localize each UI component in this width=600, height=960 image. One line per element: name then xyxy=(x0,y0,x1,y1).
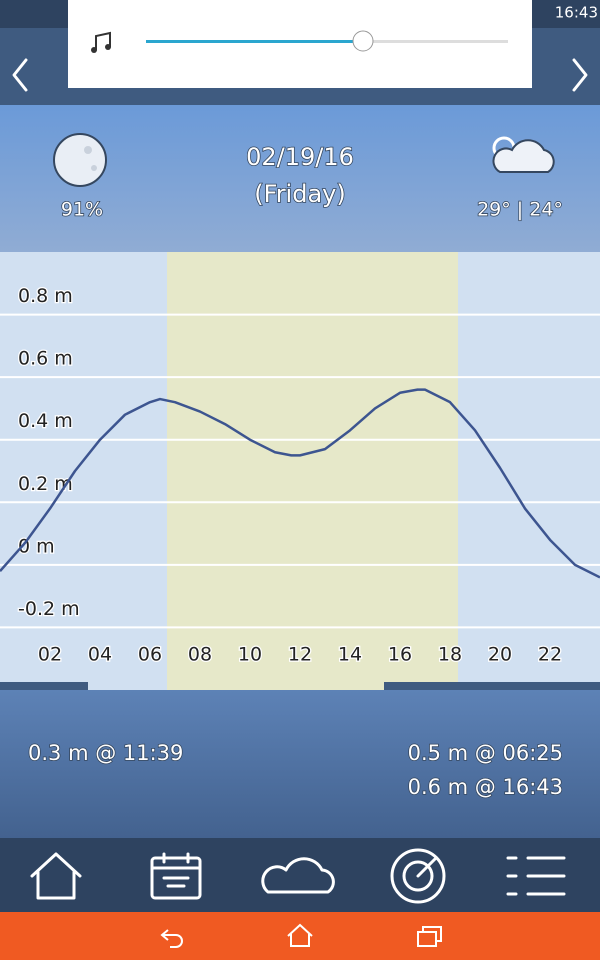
volume-level xyxy=(146,40,363,43)
low-tide: 0.3 m @ 11:39 xyxy=(28,741,183,765)
moon-crater xyxy=(91,165,97,171)
moon-icon xyxy=(53,133,107,187)
tides-panel xyxy=(0,690,600,838)
home-tab[interactable] xyxy=(30,852,82,900)
y-tick-label: 0.8 m xyxy=(18,285,73,307)
music-icon xyxy=(95,31,111,50)
music-icon-dot xyxy=(91,47,97,53)
x-tick-label: 08 xyxy=(188,644,212,666)
radar-ring xyxy=(402,860,434,892)
system-bar xyxy=(0,912,600,960)
weather-cloud xyxy=(492,139,555,173)
calendar-tab-lines xyxy=(150,852,202,888)
x-tick-label: 16 xyxy=(388,644,412,666)
menu-tab[interactable] xyxy=(506,856,566,896)
x-tick-label: 06 xyxy=(138,644,162,666)
back-button[interactable] xyxy=(160,929,183,948)
y-tick-label: -0.2 m xyxy=(18,598,80,620)
moon-crater xyxy=(84,146,92,154)
x-tick-label: 14 xyxy=(338,644,362,666)
high-tide: 0.6 m @ 16:43 xyxy=(408,775,563,799)
x-tick-label: 10 xyxy=(238,644,262,666)
moon-illumination: 91% xyxy=(61,199,103,221)
temperature: 29° | 24° xyxy=(477,199,563,221)
home-button[interactable] xyxy=(287,923,313,947)
y-tick-label: 0.2 m xyxy=(18,473,73,495)
prev-day-button[interactable] xyxy=(12,58,28,92)
music-icon-dot xyxy=(105,44,111,50)
radar-sweep xyxy=(416,856,438,878)
x-tick-label: 22 xyxy=(538,644,562,666)
radar-tab[interactable] xyxy=(390,848,446,904)
recents-button[interactable] xyxy=(417,926,442,947)
y-tick-label: 0.6 m xyxy=(18,348,73,370)
weather-tab[interactable] xyxy=(261,857,335,894)
scroll-indicator xyxy=(384,682,600,690)
scroll-indicator xyxy=(0,682,88,690)
calendar-tab[interactable] xyxy=(150,856,202,900)
weekday: (Friday) xyxy=(254,180,345,208)
high-tide: 0.5 m @ 06:25 xyxy=(408,741,563,765)
tide-line xyxy=(0,388,600,579)
y-tick-label: 0.4 m xyxy=(18,410,73,432)
x-tick-label: 18 xyxy=(438,644,462,666)
volume-thumb[interactable] xyxy=(352,30,374,52)
tide-chart: 0.8 m0.6 m0.4 m0.2 m0 m-0.2 m02 04 06 08 10 1… xyxy=(0,252,600,690)
nav-bar xyxy=(0,838,600,912)
x-tick-label: 20 xyxy=(488,644,512,666)
day-info xyxy=(0,105,600,252)
status-time: 16:43 xyxy=(555,4,598,22)
next-day-button[interactable] xyxy=(572,58,588,92)
daylight-band xyxy=(167,252,458,690)
x-tick-label: 12 xyxy=(288,644,312,666)
x-tick-label: 02 xyxy=(38,644,62,666)
date: 02/19/16 xyxy=(246,143,354,171)
x-tick-label: 04 xyxy=(88,644,112,666)
volume-popup xyxy=(68,0,532,88)
